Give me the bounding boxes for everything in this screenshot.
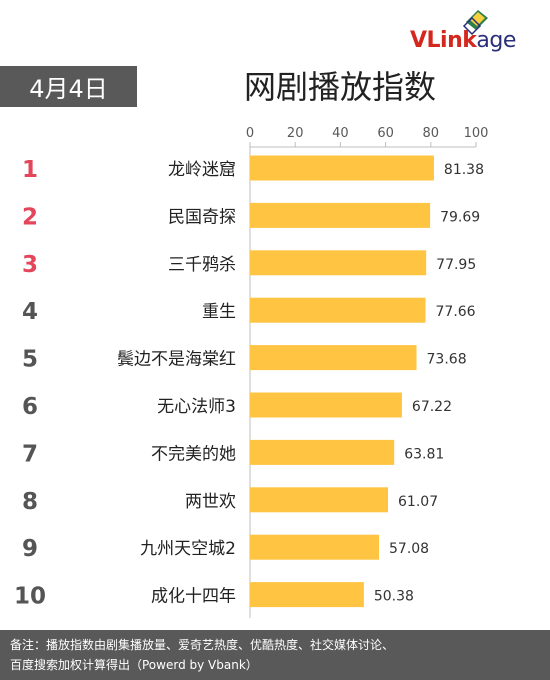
x-tick-label: 60 <box>377 126 394 141</box>
data-label: 67.22 <box>412 399 452 415</box>
x-tick-label: 0 <box>246 126 254 141</box>
rank-number: 7 <box>22 441 38 467</box>
x-tick-label: 20 <box>287 126 304 141</box>
category-label: 三千鸦杀 <box>168 255 236 275</box>
page-title: 网剧播放指数 <box>243 68 436 106</box>
bar-9 <box>250 534 380 560</box>
x-tick-label: 100 <box>464 126 489 141</box>
category-label: 两世欢 <box>185 492 236 512</box>
rank-number: 8 <box>22 489 38 515</box>
bar-6 <box>250 392 402 418</box>
data-label: 81.38 <box>444 162 484 178</box>
data-label: 61.07 <box>398 494 438 510</box>
category-label: 民国奇探 <box>168 207 236 227</box>
category-label: 龙岭迷窟 <box>168 160 236 180</box>
logo-mark-icon <box>462 10 488 36</box>
bar-3 <box>250 250 427 276</box>
rank-number: 9 <box>22 536 38 562</box>
rank-number: 5 <box>22 347 38 373</box>
rank-number: 2 <box>22 204 38 230</box>
category-label: 九州天空城2 <box>140 539 236 559</box>
bar-10 <box>250 582 364 608</box>
rank-number: 6 <box>22 394 38 420</box>
data-label: 63.81 <box>404 446 444 462</box>
data-label: 79.69 <box>440 209 480 225</box>
x-tick-label: 40 <box>332 126 349 141</box>
bar-1 <box>250 155 434 181</box>
vlinkage-logo: VLinkage <box>408 8 538 54</box>
footer-note-line-1: 备注：播放指数由剧集播放量、爱奇艺热度、优酷热度、社交媒体讨论、 <box>10 638 395 652</box>
data-label: 77.66 <box>436 304 476 320</box>
footer-note-line-2: 百度搜索加权计算得出（Powerd by Vbank） <box>10 658 258 672</box>
rank-number: 1 <box>22 157 38 183</box>
data-label: 50.38 <box>374 589 414 605</box>
logo-text: VLinkage <box>410 28 516 53</box>
footer-note: 备注：播放指数由剧集播放量、爱奇艺热度、优酷热度、社交媒体讨论、 百度搜索加权计… <box>0 630 550 680</box>
category-label: 重生 <box>202 302 236 322</box>
category-label: 不完美的她 <box>151 444 236 464</box>
category-label: 无心法师3 <box>157 397 236 417</box>
ranking-bar-chart: 0 20 40 60 80 100 1 龙岭迷窟 81.38 2 民国奇探 79.69 3 三千鸦杀 77.… <box>14 126 489 618</box>
rank-number: 3 <box>22 252 38 278</box>
x-tick-label: 80 <box>423 126 440 141</box>
rank-number: 10 <box>14 584 46 610</box>
rank-number: 4 <box>22 299 38 325</box>
category-label: 成化十四年 <box>151 587 236 607</box>
data-label: 57.08 <box>389 541 429 557</box>
bar-2 <box>250 202 431 228</box>
bar-8 <box>250 487 389 513</box>
data-label: 77.95 <box>436 257 476 273</box>
bar-4 <box>250 297 426 323</box>
category-label: 鬓边不是海棠红 <box>117 349 236 370</box>
data-label: 73.68 <box>427 352 467 368</box>
date-badge: 4月4日 <box>0 66 137 107</box>
bar-5 <box>250 345 417 371</box>
bar-7 <box>250 439 395 465</box>
